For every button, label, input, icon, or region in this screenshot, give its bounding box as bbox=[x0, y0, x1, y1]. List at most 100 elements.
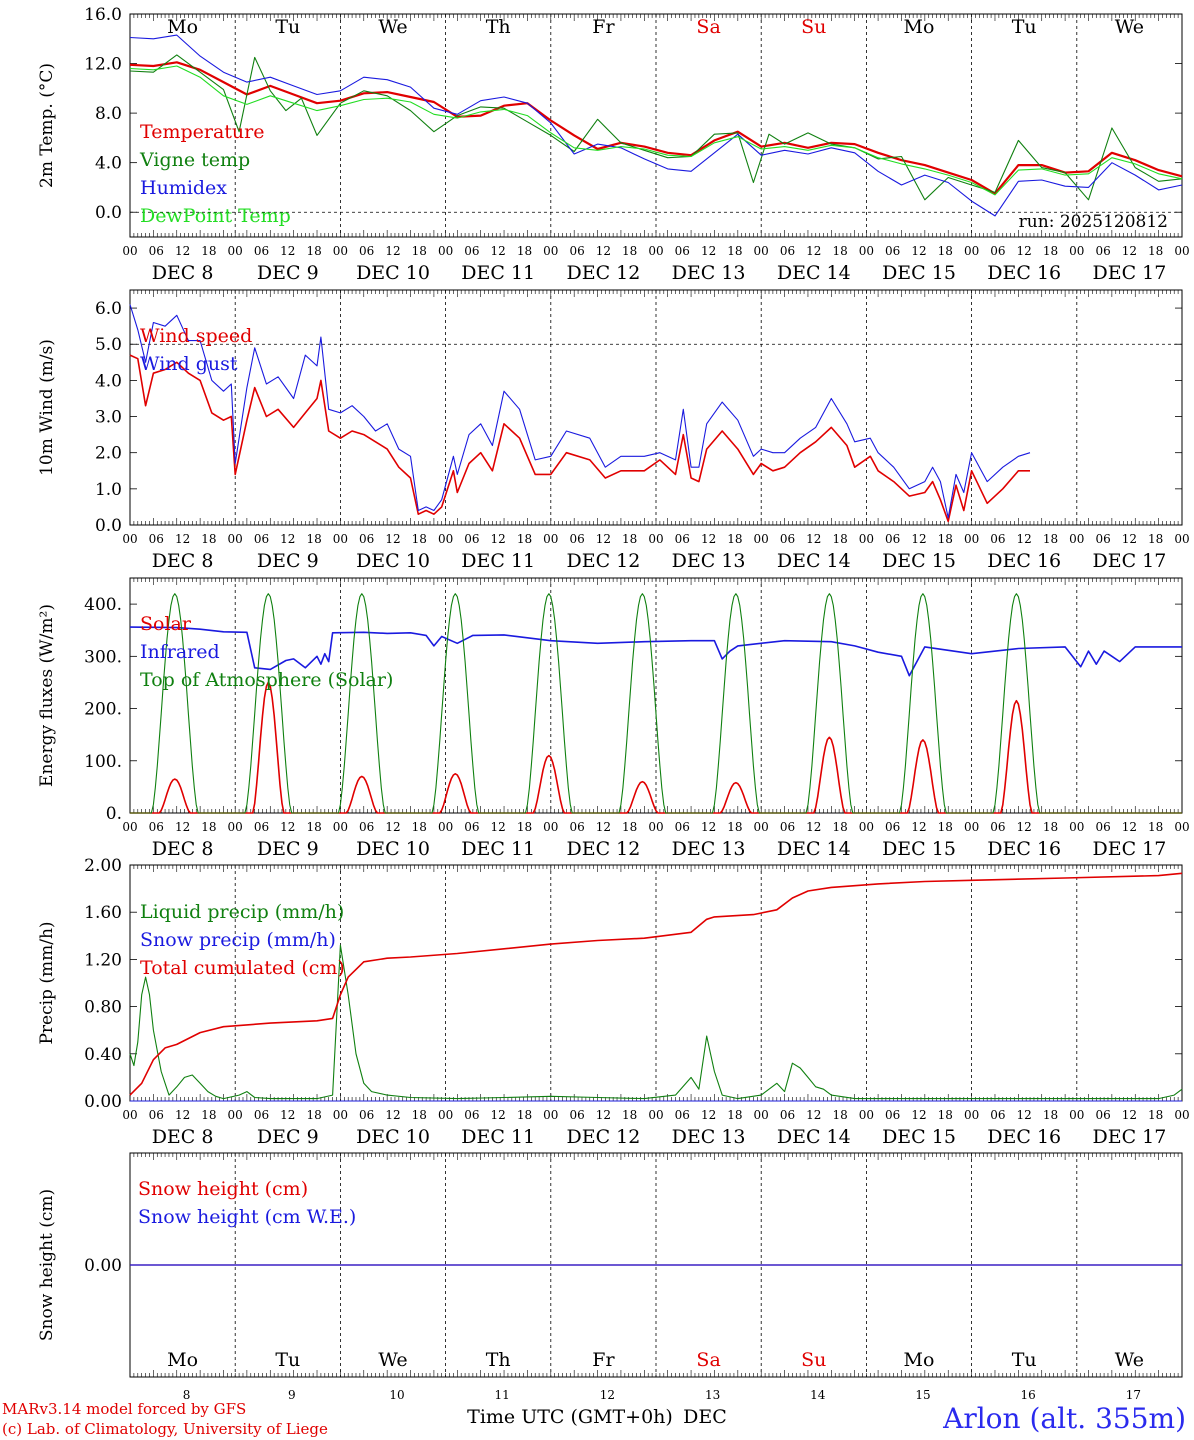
hour-label: 00 bbox=[964, 532, 979, 546]
hour-label: 00 bbox=[754, 244, 769, 258]
hour-label: 18 bbox=[412, 532, 427, 546]
hour-label: 06 bbox=[359, 244, 374, 258]
series-line-top-of-atmosphere-solar- bbox=[130, 593, 1182, 814]
weekday-label-bottom: We bbox=[1115, 1349, 1144, 1371]
date-label: DEC 8 bbox=[152, 838, 214, 860]
hour-label: 18 bbox=[622, 532, 637, 546]
hour-label: 12 bbox=[1122, 1108, 1137, 1122]
series-line-vigne-temp bbox=[129, 54, 1183, 201]
hour-label: 18 bbox=[622, 1108, 637, 1122]
legend-entry: Wind speed bbox=[140, 325, 252, 347]
hour-label: 12 bbox=[385, 532, 400, 546]
hour-label: 00 bbox=[1069, 1108, 1084, 1122]
hour-label: 00 bbox=[438, 1108, 453, 1122]
hour-label: 06 bbox=[885, 1108, 900, 1122]
legend-entry: Solar bbox=[140, 613, 192, 635]
y-tick-label: 1.60 bbox=[84, 903, 122, 923]
y-tick-label: 300. bbox=[84, 647, 122, 667]
hour-label: 00 bbox=[648, 532, 663, 546]
series-line-total-cumulated-cm- bbox=[129, 872, 1183, 1096]
hour-label: 12 bbox=[806, 532, 821, 546]
date-label: DEC 15 bbox=[882, 1126, 956, 1148]
hour-label: 00 bbox=[859, 532, 874, 546]
hour-label: 12 bbox=[280, 244, 295, 258]
date-label: DEC 14 bbox=[777, 1126, 851, 1148]
hour-label: 00 bbox=[1174, 532, 1189, 546]
legend-entry: Total cumulated (cm) bbox=[140, 957, 345, 979]
hour-label: 12 bbox=[596, 1108, 611, 1122]
hour-label: 00 bbox=[1069, 820, 1084, 834]
hour-label: 18 bbox=[412, 1108, 427, 1122]
hour-label: 18 bbox=[306, 820, 321, 834]
y-tick-label: 3.0 bbox=[95, 408, 122, 428]
hour-label: 06 bbox=[254, 532, 269, 546]
hour-label: 18 bbox=[1148, 1108, 1163, 1122]
hour-label: 06 bbox=[464, 1108, 479, 1122]
hour-label: 06 bbox=[885, 532, 900, 546]
date-label: DEC 9 bbox=[257, 550, 319, 572]
hour-label: 18 bbox=[306, 1108, 321, 1122]
hour-label: 18 bbox=[832, 1108, 847, 1122]
y-tick-label: 100. bbox=[84, 752, 122, 772]
hour-label: 06 bbox=[359, 820, 374, 834]
hour-label: 00 bbox=[964, 244, 979, 258]
series-line-humidex bbox=[129, 34, 1183, 217]
hour-label: 06 bbox=[990, 532, 1005, 546]
hour-label: 18 bbox=[201, 532, 216, 546]
hour-label: 00 bbox=[859, 244, 874, 258]
weekday-label-bottom: Tu bbox=[1012, 1349, 1037, 1371]
hour-label: 12 bbox=[911, 820, 926, 834]
hour-label: 06 bbox=[569, 532, 584, 546]
date-label: DEC 16 bbox=[987, 262, 1061, 284]
hour-label: 06 bbox=[675, 532, 690, 546]
plot-frame-temp bbox=[129, 13, 1183, 238]
hour-label: 18 bbox=[1043, 820, 1058, 834]
day-number: 17 bbox=[1126, 1388, 1141, 1402]
hour-label: 06 bbox=[675, 820, 690, 834]
hour-label: 12 bbox=[1017, 244, 1032, 258]
legend-entry: Liquid precip (mm/h) bbox=[140, 901, 344, 923]
hour-label: 00 bbox=[543, 244, 558, 258]
y-tick-label: 8.0 bbox=[95, 104, 122, 124]
station-name: Arlon (alt. 355m) bbox=[943, 1402, 1186, 1435]
weekday-label-bottom: Th bbox=[486, 1349, 511, 1371]
hour-label: 06 bbox=[569, 244, 584, 258]
date-label: DEC 9 bbox=[257, 838, 319, 860]
hour-label: 12 bbox=[175, 820, 190, 834]
hour-label: 06 bbox=[254, 1108, 269, 1122]
hour-label: 00 bbox=[333, 244, 348, 258]
hour-label: 00 bbox=[648, 1108, 663, 1122]
date-label: DEC 12 bbox=[566, 262, 640, 284]
hour-label: 00 bbox=[228, 532, 243, 546]
y-tick-label: 1.0 bbox=[95, 480, 122, 500]
hour-label: 06 bbox=[569, 820, 584, 834]
hour-label: 06 bbox=[149, 820, 164, 834]
hour-label: 06 bbox=[780, 532, 795, 546]
legend-entry: Wind gust bbox=[140, 353, 238, 375]
hour-label: 18 bbox=[938, 1108, 953, 1122]
hour-label: 12 bbox=[385, 1108, 400, 1122]
hour-label: 06 bbox=[254, 244, 269, 258]
hour-label: 18 bbox=[727, 244, 742, 258]
date-label: DEC 9 bbox=[257, 1126, 319, 1148]
legend-entry: Snow height (cm W.E.) bbox=[138, 1206, 356, 1228]
hour-label: 00 bbox=[648, 244, 663, 258]
y-tick-label: 4.0 bbox=[95, 371, 122, 391]
hour-label: 12 bbox=[1122, 244, 1137, 258]
hour-label: 06 bbox=[885, 820, 900, 834]
weekday-label-top: Th bbox=[486, 16, 511, 38]
hour-label: 18 bbox=[412, 820, 427, 834]
weekday-label-bottom: We bbox=[378, 1349, 407, 1371]
series-line-liquid-precip-mm-h- bbox=[129, 944, 1183, 1100]
hour-label: 06 bbox=[359, 532, 374, 546]
legend-entry: Temperature bbox=[140, 121, 264, 143]
hour-label: 00 bbox=[228, 244, 243, 258]
x-axis-month: DEC bbox=[683, 1406, 727, 1428]
y-tick-label: 12.0 bbox=[84, 55, 122, 75]
date-label: DEC 17 bbox=[1092, 838, 1166, 860]
hour-label: 06 bbox=[780, 244, 795, 258]
hour-label: 06 bbox=[1095, 820, 1110, 834]
date-label: DEC 14 bbox=[777, 262, 851, 284]
hour-label: 18 bbox=[306, 244, 321, 258]
hour-label: 12 bbox=[596, 532, 611, 546]
